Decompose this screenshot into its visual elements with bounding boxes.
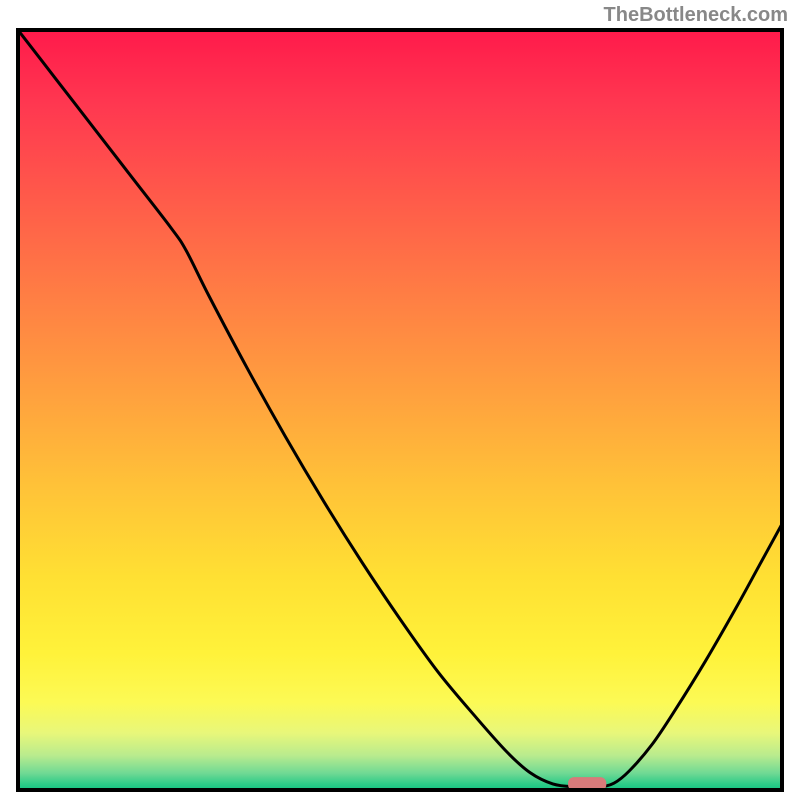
watermark-text: TheBottleneck.com xyxy=(604,4,788,27)
gradient-background xyxy=(18,30,782,790)
bottleneck-chart xyxy=(0,0,800,800)
plot-area xyxy=(18,30,782,791)
chart-container: TheBottleneck.com xyxy=(0,0,800,800)
